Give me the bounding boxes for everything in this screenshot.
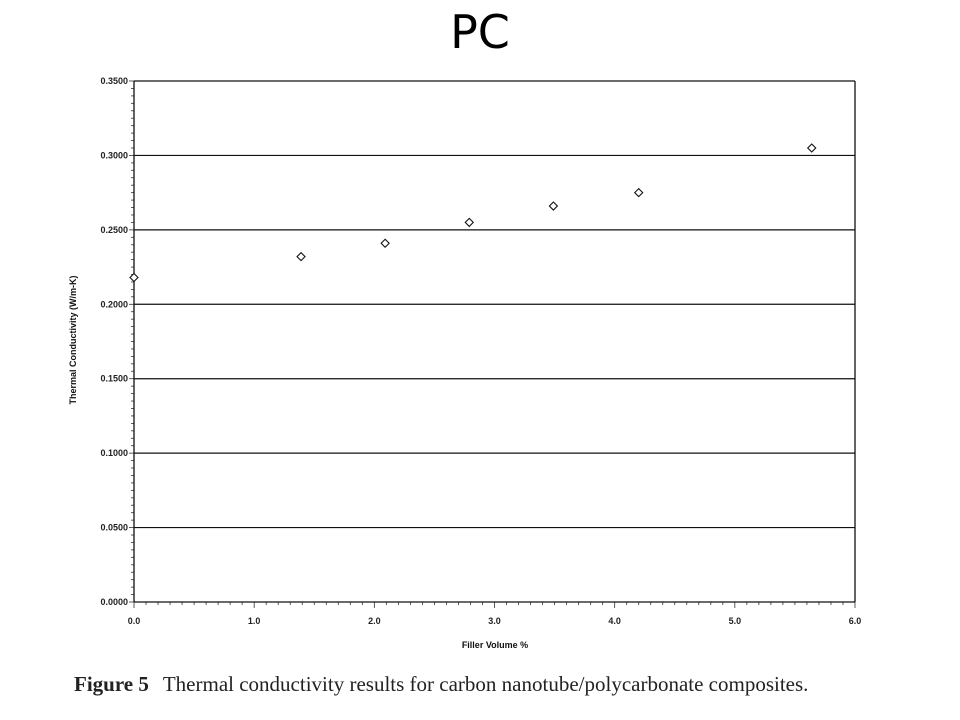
- data-point: [380, 238, 390, 249]
- y-axis-title: Thermal Conductivity (W/m-K): [68, 275, 78, 404]
- y-tick-label: 0.1500: [100, 374, 128, 384]
- data-point: [464, 217, 475, 228]
- y-tick-label: 0.0500: [100, 523, 128, 533]
- slide-title: PC: [450, 5, 510, 59]
- x-tick-label: 1.0: [248, 616, 261, 626]
- y-tick-label: 0.3000: [100, 150, 128, 160]
- figure-label: Figure 5: [74, 672, 149, 696]
- y-tick-label: 0.0000: [100, 597, 128, 607]
- data-point: [129, 272, 139, 283]
- y-tick-label: 0.2500: [100, 225, 128, 235]
- x-tick-label: 0.0: [128, 616, 141, 626]
- x-tick-label: 5.0: [729, 616, 742, 626]
- x-tick-label: 3.0: [488, 616, 501, 626]
- data-point: [548, 201, 559, 211]
- y-tick-label: 0.3500: [100, 76, 128, 86]
- data-point: [806, 143, 817, 153]
- x-axis-title: Filler Volume %: [462, 640, 528, 650]
- y-tick-label: 0.2000: [100, 299, 128, 309]
- data-point: [296, 251, 306, 262]
- x-tick-label: 2.0: [368, 616, 381, 626]
- grid-lines: [134, 80, 855, 529]
- x-tick-label: 4.0: [608, 616, 621, 626]
- tick-labels: 0.0000 0.0500 0.1000 0.1500 0.2000 0.2500 0.30…: [100, 76, 861, 626]
- x-tick-label: 6.0: [849, 616, 862, 626]
- axes: [129, 80, 856, 608]
- data-point: [633, 187, 644, 198]
- figure-caption-text: Thermal conductivity results for carbon …: [162, 672, 809, 696]
- figure-caption: Figure 5 Thermal conductivity results for…: [74, 672, 934, 697]
- y-tick-label: 0.1000: [100, 448, 128, 458]
- data-points: [129, 143, 817, 283]
